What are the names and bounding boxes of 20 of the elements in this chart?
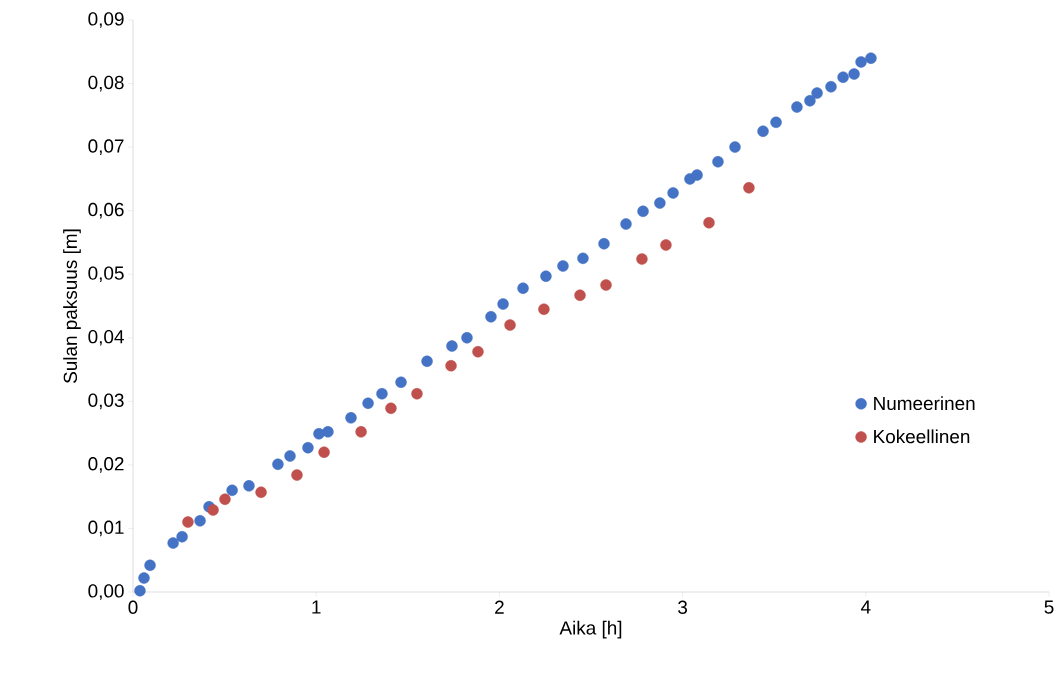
x-tick-label: 2 (495, 600, 504, 614)
x-axis-title: Aika [h] (559, 620, 622, 639)
x-tick-label: 0 (128, 600, 138, 614)
x-tick-label: 5 (1044, 600, 1054, 614)
y-tick-label: 0,01 (88, 520, 124, 537)
y-tick-label: 0,07 (88, 139, 124, 155)
y-tick-label: 0,09 (88, 12, 124, 28)
y-tick-label: 0,05 (88, 266, 124, 283)
y-axis-title: Sulan paksuus [m] (63, 229, 81, 383)
x-tick-label: 4 (860, 600, 871, 614)
legend-label: Kokeellinen (874, 429, 970, 444)
y-tick-label: 0,04 (88, 329, 124, 346)
y-tick-label: 0,03 (88, 393, 124, 410)
x-tick-label: 1 (312, 600, 321, 614)
y-tick-label: 0,00 (88, 584, 124, 600)
y-tick-label: 0,08 (88, 75, 124, 92)
legend-label: Numeerinen (874, 396, 975, 411)
y-tick-label: 0,02 (88, 457, 124, 473)
y-tick-label: 0,06 (88, 202, 124, 219)
x-tick-label: 3 (678, 600, 688, 614)
